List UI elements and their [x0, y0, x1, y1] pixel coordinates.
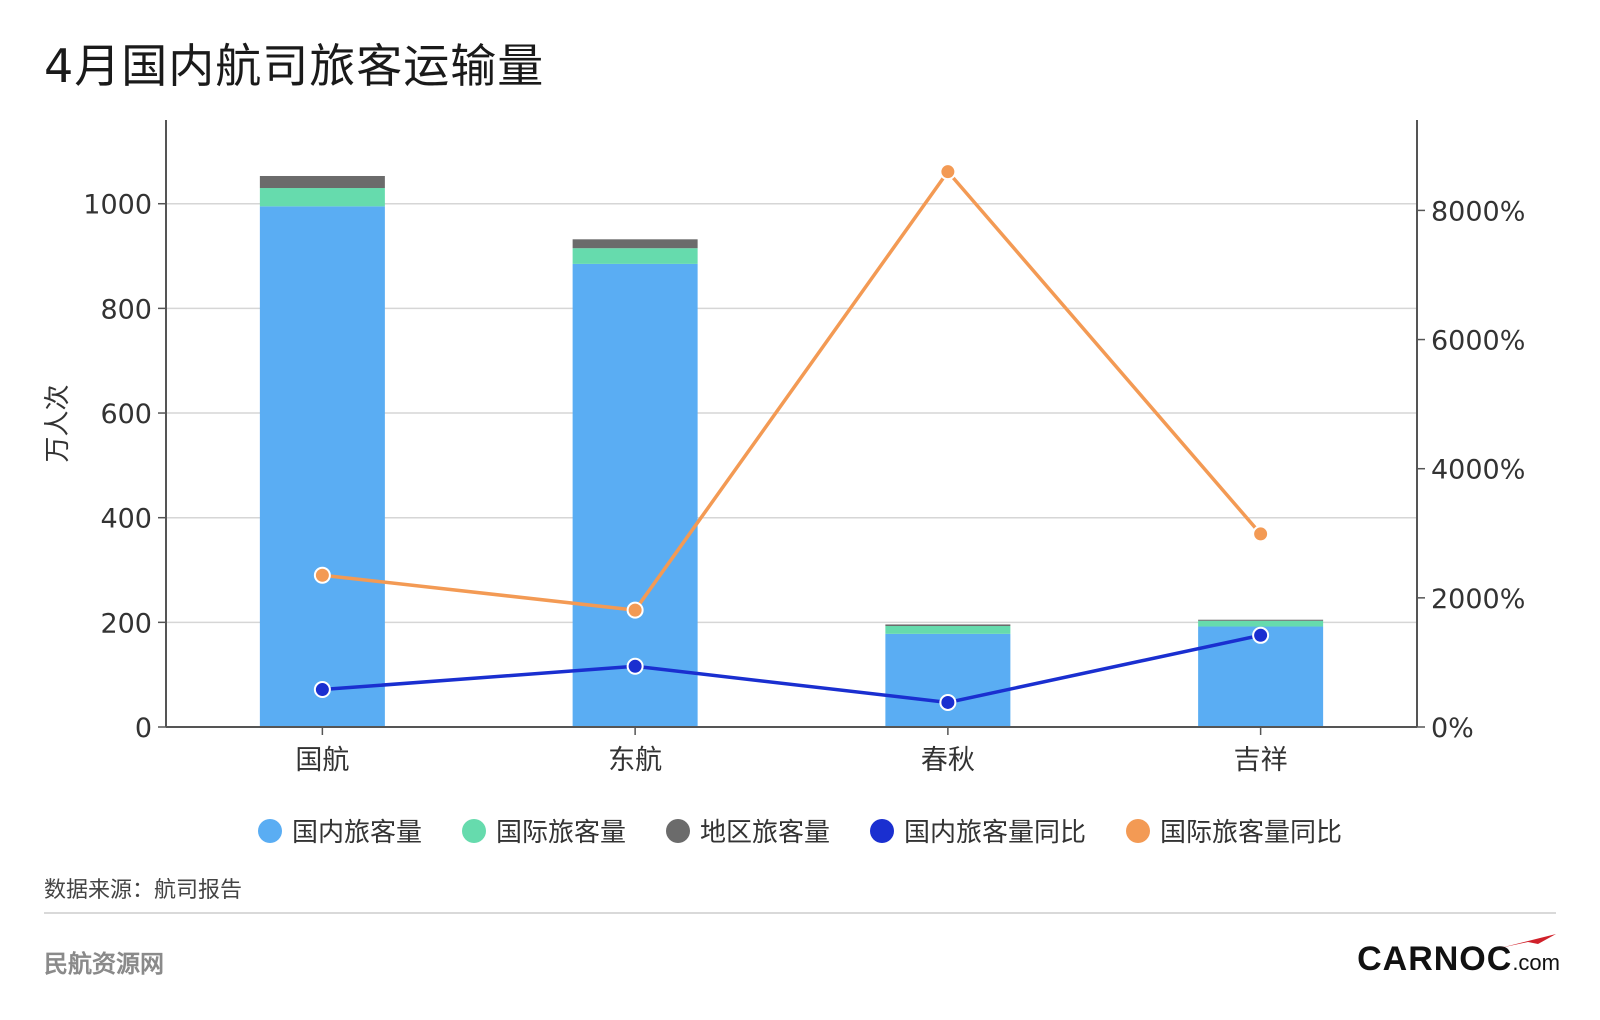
y-tick-label: 1000	[83, 190, 152, 221]
tick-labels: 0 200 400 600 800 1000 0% 2000% 4000% 6000% 8000% 国…	[43, 190, 1525, 776]
y-tick-label: 0	[135, 713, 152, 744]
series-point	[313, 566, 331, 584]
brand-suffix: .com	[1512, 950, 1560, 975]
y-tick-label: 400	[100, 504, 152, 535]
x-tick-label: 东航	[608, 745, 662, 776]
x-tick-label: 春秋	[921, 745, 975, 776]
series-line	[322, 633, 1261, 705]
legend-marker-domestic	[257, 818, 282, 843]
bar-segment	[572, 263, 698, 727]
legend-label: 国内旅客量	[291, 818, 422, 848]
y2-tick-label: 0%	[1431, 713, 1474, 744]
legend-item-regional[interactable]: 地区旅客量	[665, 812, 830, 849]
series-point	[939, 163, 957, 181]
legend-item-international[interactable]: 国际旅客量	[461, 812, 626, 849]
legend-label: 国内旅客量同比	[904, 818, 1087, 848]
divider	[44, 912, 1556, 914]
bar-segment	[572, 239, 698, 249]
series-point	[1252, 525, 1270, 543]
y-tick-label: 600	[100, 399, 152, 430]
series-point	[939, 693, 957, 711]
bar-segment	[572, 248, 698, 264]
legend-label: 地区旅客量	[699, 818, 830, 848]
legend-marker-regional	[665, 818, 690, 843]
legend-item-domestic-yoy[interactable]: 国内旅客量同比	[870, 812, 1086, 849]
legend-item-domestic[interactable]: 国内旅客量	[257, 812, 422, 849]
axes	[158, 120, 1425, 735]
y-tick-label: 200	[100, 608, 152, 639]
bar-segment	[885, 633, 1011, 727]
bars	[259, 175, 1324, 727]
y-tick-label: 800	[100, 294, 152, 325]
data-source: 数据来源：航司报告	[44, 878, 243, 903]
y2-tick-label: 6000%	[1431, 326, 1525, 357]
bar-segment	[885, 624, 1011, 627]
legend-marker-international	[461, 818, 486, 843]
legend-marker-domestic-yoy	[870, 818, 894, 843]
red-swoosh-icon	[1500, 934, 1556, 948]
legend-label: 国际旅客量同比	[1160, 818, 1343, 848]
y2-tick-label: 4000%	[1431, 455, 1525, 486]
bar-segment	[259, 175, 385, 189]
series-point	[1252, 626, 1270, 644]
bar-segment	[1198, 620, 1324, 627]
legend-marker-international-yoy	[1126, 818, 1151, 843]
series-line	[322, 168, 1262, 612]
bar-segment	[1198, 619, 1324, 621]
bar-segment	[259, 188, 385, 207]
legend-label: 国际旅客量	[495, 818, 626, 848]
brand-name: CARNOC	[1357, 940, 1513, 978]
publisher-name: 民航资源网	[44, 950, 164, 978]
y2-tick-label: 2000%	[1431, 584, 1525, 615]
series-point	[626, 657, 644, 675]
legend-item-international-yoy[interactable]: 国际旅客量同比	[1126, 812, 1342, 849]
bar-segment	[885, 626, 1011, 634]
series-point	[626, 601, 644, 619]
brand-logo[interactable]: CARNOC .com	[1357, 934, 1560, 979]
y2-tick-label: 8000%	[1431, 196, 1525, 227]
series-point	[313, 681, 331, 699]
x-tick-label: 国航	[295, 745, 349, 776]
combo-chart: 0 200 400 600 800 1000 0% 2000% 4000% 6000% 8000% 国…	[43, 120, 1525, 776]
lines	[322, 168, 1262, 705]
y-axis-label: 万人次	[43, 384, 73, 462]
chart-title: 4月国内航司旅客运输量	[44, 39, 545, 93]
points	[313, 163, 1270, 711]
bar-segment	[259, 206, 385, 727]
x-tick-label: 吉祥	[1234, 745, 1288, 776]
legend: 国内旅客量 国际旅客量 地区旅客量 国内旅客量同比 国际旅客量同比	[0, 812, 1600, 849]
